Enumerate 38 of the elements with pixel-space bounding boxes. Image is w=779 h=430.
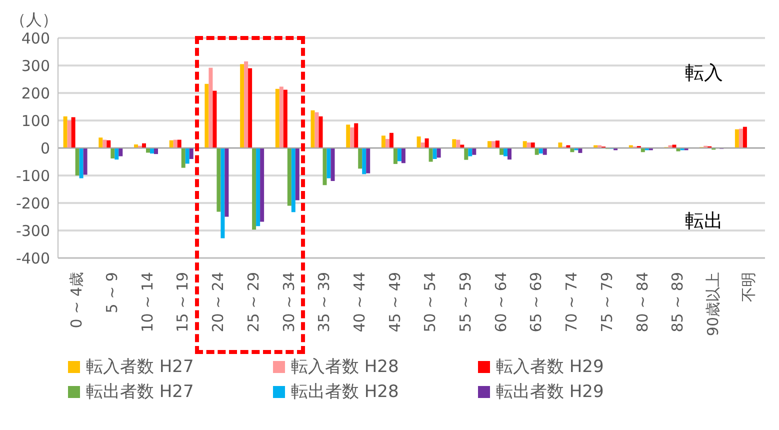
y-tick-label: 0 (40, 139, 50, 158)
y-tick-label: 400 (21, 29, 50, 48)
x-tick-label: 85 ~ 89 (668, 272, 687, 332)
y-axis-title: （人） (10, 10, 58, 31)
x-tick-label: 45 ~ 49 (386, 272, 404, 332)
y-tick-label: -200 (16, 194, 50, 212)
x-tick-label: 55 ~ 59 (456, 272, 475, 332)
x-tick-label: 0 ~ 4歳 (68, 272, 86, 328)
legend-label: 転入者数 H29 (495, 356, 605, 378)
annotation: 転出 (685, 209, 723, 234)
y-tick-label: 200 (21, 84, 50, 102)
x-tick-label: 90歳以上 (704, 272, 722, 336)
x-tick-label: 60 ~ 64 (492, 272, 510, 332)
x-tick-label: 50 ~ 54 (421, 272, 440, 332)
y-tick-label: -100 (16, 166, 50, 185)
legend-label: 転出者数 H27 (85, 381, 195, 403)
x-tick-label: 10 ~ 14 (138, 272, 156, 332)
x-tick-label: 15 ~ 19 (174, 272, 192, 332)
annotation: 転入 (685, 61, 723, 86)
x-tick-label: 80 ~ 84 (633, 272, 652, 332)
x-tick-label: 70 ~ 74 (562, 272, 581, 332)
legend-label: 転入者数 H28 (290, 356, 400, 378)
x-tick-label: 35 ~ 39 (315, 272, 334, 332)
x-tick-label: 40 ~ 44 (350, 272, 368, 332)
x-tick-label: 65 ~ 69 (527, 272, 546, 332)
y-tick-label: 300 (21, 56, 50, 75)
x-tick-label: 75 ~ 79 (598, 272, 616, 332)
y-tick-label: -400 (16, 249, 50, 268)
x-tick-label: 20 ~ 24 (209, 272, 228, 332)
x-tick-label: 25 ~ 29 (244, 272, 262, 332)
x-tick-label: 5 ~ 9 (103, 272, 122, 314)
legend-label: 転出者数 H28 (290, 381, 400, 403)
x-tick-label: 不明 (739, 272, 758, 302)
legend-label: 転入者数 H27 (85, 356, 195, 378)
y-tick-label: 100 (21, 112, 50, 130)
legend-label: 転出者数 H29 (495, 381, 605, 403)
y-tick-label: -300 (16, 222, 50, 240)
x-tick-label: 30 ~ 34 (280, 272, 298, 332)
